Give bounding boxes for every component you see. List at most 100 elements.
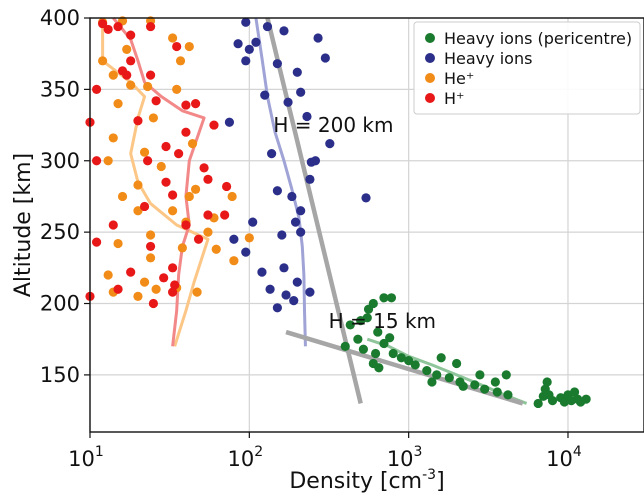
data-point [211,244,221,254]
data-point [490,377,500,387]
data-point [283,97,293,107]
data-point [475,370,485,380]
data-point [133,116,143,126]
legend-marker [425,33,435,43]
data-point [139,277,150,287]
data-point [265,284,275,294]
plot-frame [89,17,644,433]
data-point [145,21,156,32]
data-point [168,263,178,273]
data-point [145,70,156,80]
data-point [410,360,420,370]
data-points [85,16,591,409]
data-point [404,356,414,366]
legend-marker [425,93,435,103]
data-point [262,21,273,32]
data-point [272,186,282,196]
data-point [396,353,406,363]
data-point [184,41,194,52]
data-point [503,390,513,400]
data-point [133,206,143,216]
data-point [224,117,235,127]
data-point [458,381,468,391]
data-point [209,120,219,130]
data-point [103,270,113,280]
data-point [241,56,251,66]
profile-line [112,17,206,347]
data-point [190,184,201,194]
x-tick-label: 102 [227,444,263,471]
data-point [126,30,136,40]
data-point [91,84,102,94]
data-point [221,181,232,192]
data-point [122,70,132,80]
data-point [203,227,213,237]
data-point [172,84,182,94]
data-point [296,206,306,216]
data-point [379,293,389,303]
data-point [241,247,251,257]
data-point [248,217,258,227]
y-tick-label: 150 [40,363,80,387]
data-point [566,395,576,406]
data-point [168,287,178,297]
data-point [181,220,191,230]
data-point [143,156,153,166]
data-point [386,293,397,303]
legend-entry: Heavy ions (pericentre) [444,29,632,48]
data-point [220,210,230,220]
data-point [174,149,184,159]
data-point [91,237,102,247]
data-point [244,44,254,55]
data-point [260,90,270,100]
data-point [470,380,480,390]
annotation-label: H = 15 km [329,309,436,333]
data-point [241,17,251,27]
data-point [289,296,299,306]
data-point [436,353,446,363]
data-point [126,56,136,66]
data-point [177,243,187,253]
data-point [193,234,204,244]
data-point [229,256,239,266]
annotation-label: H = 200 km [273,113,393,137]
legend-entry: H⁺ [444,89,464,108]
data-point [108,70,118,80]
data-point [581,394,591,404]
legend-marker [425,53,435,63]
data-point [203,174,213,184]
data-point [98,56,108,66]
y-ticks: 150 200 250 300 350 400 [40,6,90,387]
data-point [320,53,330,63]
data-point [184,191,194,202]
data-point [151,96,161,106]
data-point [187,139,198,149]
x-ticks: 101 102 103 104 [68,432,582,471]
data-point [113,238,123,249]
data-point [281,290,291,300]
data-point [170,280,180,290]
data-point [113,99,123,109]
data-point [272,303,282,313]
y-tick-label: 200 [40,292,80,316]
data-point [432,370,442,380]
data-point [126,267,136,277]
data-point [161,177,171,187]
data-point [361,193,371,203]
data-point [296,87,306,97]
data-point [181,100,191,110]
data-point [168,33,178,43]
data-point [368,298,378,309]
data-point [227,191,237,202]
data-point [172,41,182,52]
data-point [492,387,502,397]
data-point [108,133,118,143]
legend-entry: He⁺ [444,69,474,88]
data-point [91,156,102,166]
y-tick-label: 250 [40,220,80,244]
data-point [353,334,363,344]
data-point [379,338,389,349]
data-point [199,163,209,173]
data-point [279,263,289,273]
